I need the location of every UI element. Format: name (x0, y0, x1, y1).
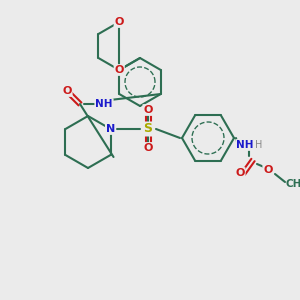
Text: O: O (263, 165, 273, 175)
Text: NH: NH (95, 99, 113, 109)
Text: O: O (143, 105, 153, 115)
Text: NH: NH (236, 140, 254, 150)
Text: O: O (143, 143, 153, 153)
Text: O: O (115, 17, 124, 27)
Text: O: O (235, 168, 245, 178)
Text: S: S (143, 122, 152, 136)
Text: H: H (255, 140, 263, 150)
Text: N: N (106, 124, 115, 134)
Text: O: O (115, 65, 124, 75)
Text: O: O (62, 86, 72, 96)
Text: CH₃: CH₃ (286, 179, 300, 189)
